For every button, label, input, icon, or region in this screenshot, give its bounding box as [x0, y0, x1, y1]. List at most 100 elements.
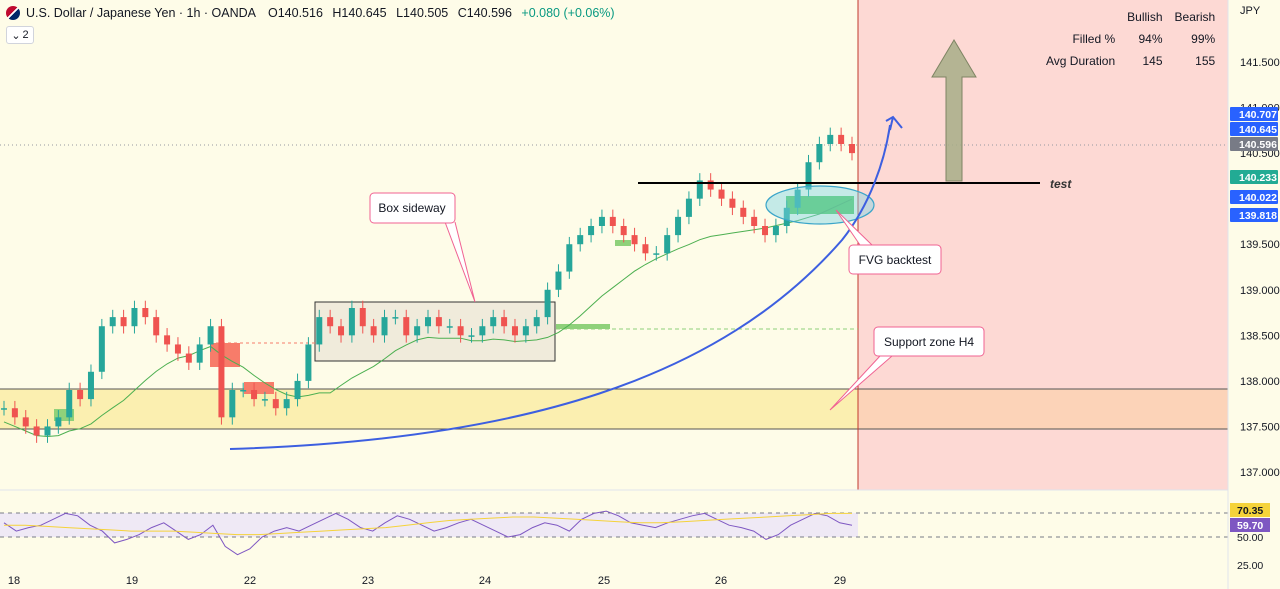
- chart-header: U.S. Dollar / Japanese Yen · 1h · OANDA …: [0, 0, 621, 26]
- candle-body: [588, 226, 595, 236]
- candle-body: [77, 390, 84, 400]
- symbol-title[interactable]: U.S. Dollar / Japanese Yen · 1h · OANDA: [26, 6, 256, 20]
- stats-row-label: Avg Duration: [1046, 54, 1116, 68]
- rsi-level-badge: [1230, 518, 1270, 532]
- time-axis: 18 19 22 23 24 25 26 29: [8, 575, 846, 587]
- rsi-level-label: 70.35: [1237, 505, 1263, 517]
- candle-body: [751, 216, 758, 226]
- price-badge: [1230, 107, 1278, 121]
- candle-body: [207, 326, 214, 345]
- low-value: L140.505: [396, 6, 449, 20]
- support-zone-band: [0, 389, 858, 429]
- candle-body: [120, 317, 127, 327]
- fvg-zone: [786, 196, 854, 214]
- candle-body: [740, 207, 747, 217]
- candle-body: [544, 289, 551, 318]
- candle-body: [620, 226, 627, 236]
- indicator-count: 2: [22, 29, 29, 41]
- price-badge: [1230, 137, 1278, 151]
- candle-body: [381, 317, 388, 336]
- candle-body: [283, 399, 290, 409]
- price-badge-label: 140.022: [1239, 192, 1277, 204]
- indicators-toggle-button[interactable]: ⌄ 2: [6, 26, 34, 44]
- candle-body: [316, 317, 323, 345]
- currency-label: JPY: [1240, 5, 1261, 17]
- candle-body: [131, 308, 138, 327]
- candle-body: [838, 134, 845, 144]
- future-projection-zone: [858, 0, 1228, 490]
- candle-body: [577, 235, 584, 245]
- stats-col-bearish: Bearish: [1174, 10, 1216, 24]
- candle-body: [403, 317, 410, 336]
- candle-body: [435, 317, 442, 327]
- candle-body: [609, 216, 616, 226]
- rsi-level-label: 25.00: [1237, 560, 1263, 572]
- candle-body: [338, 326, 345, 336]
- curve-arrow-icon: [885, 115, 903, 131]
- svg-text:Support zone H4: Support zone H4: [884, 335, 974, 349]
- price-badge-label: 140.596: [1239, 139, 1277, 151]
- candle-body: [696, 180, 703, 199]
- candle-body: [501, 317, 508, 327]
- time-tick-label: 18: [8, 575, 20, 587]
- price-tick-label: 139.000: [1240, 285, 1280, 297]
- time-tick-label: 23: [362, 575, 374, 587]
- candle-body: [174, 344, 181, 354]
- stats-col-bullish: Bullish: [1127, 10, 1163, 24]
- sideways-box: [314, 301, 556, 362]
- rsi-level-badge: [1230, 503, 1270, 517]
- candle-body: [370, 326, 377, 336]
- candle-body: [142, 308, 149, 318]
- time-tick-label: 22: [244, 575, 256, 587]
- candle-body: [305, 344, 312, 381]
- price-badge: [1230, 190, 1278, 204]
- candle-body: [359, 308, 366, 327]
- candle-body: [729, 198, 736, 208]
- candle-body: [653, 253, 660, 255]
- open-value: O140.516: [267, 6, 323, 20]
- candle-body: [294, 380, 301, 400]
- bearish-fvg-2: [244, 382, 274, 394]
- candle-body: [457, 326, 464, 336]
- candle-body: [55, 417, 62, 427]
- price-badge: [1230, 208, 1278, 222]
- price-tick-label: 140.500: [1240, 148, 1280, 160]
- candle-body: [87, 371, 94, 400]
- candle-body: [631, 235, 638, 245]
- svg-text:FVG backtest: FVG backtest: [859, 253, 932, 267]
- up-arrow-icon: [931, 39, 977, 182]
- rsi-band: [0, 513, 858, 537]
- candle-body: [511, 326, 518, 336]
- fvg-highlight-ellipse: [765, 185, 875, 225]
- price-tick-label: 139.500: [1240, 239, 1280, 251]
- candle-body: [794, 189, 801, 208]
- bearish-fvg-1: [210, 343, 240, 367]
- rsi-indicator: [3, 510, 853, 556]
- candle-body: [707, 180, 714, 190]
- candle-body: [66, 390, 73, 418]
- candle-body: [522, 326, 529, 336]
- support-zone-callout: [873, 326, 985, 357]
- box-sideway-callout: [369, 192, 456, 224]
- candlestick-series: [1, 127, 855, 443]
- candle-body: [22, 417, 29, 427]
- price-badge-label: 140.645: [1239, 124, 1277, 136]
- ohlc-readout: O140.516 H140.645 L140.505 C140.596 +0.0…: [268, 6, 621, 20]
- time-tick-label: 26: [715, 575, 727, 587]
- candle-body: [1, 408, 7, 410]
- candle-body: [566, 244, 573, 272]
- stats-cell: 155: [1195, 54, 1216, 68]
- candle-body: [772, 226, 779, 236]
- candle-body: [392, 317, 399, 319]
- candle-body: [816, 144, 823, 163]
- price-badge-label: 140.233: [1239, 172, 1277, 184]
- candle-body: [783, 207, 790, 226]
- candle-body: [240, 390, 247, 392]
- candle-body: [109, 317, 116, 327]
- rsi-line: [3, 510, 853, 556]
- stats-cell: 145: [1142, 54, 1163, 68]
- candle-body: [196, 344, 203, 363]
- candle-body: [185, 353, 192, 363]
- candle-body: [153, 317, 160, 336]
